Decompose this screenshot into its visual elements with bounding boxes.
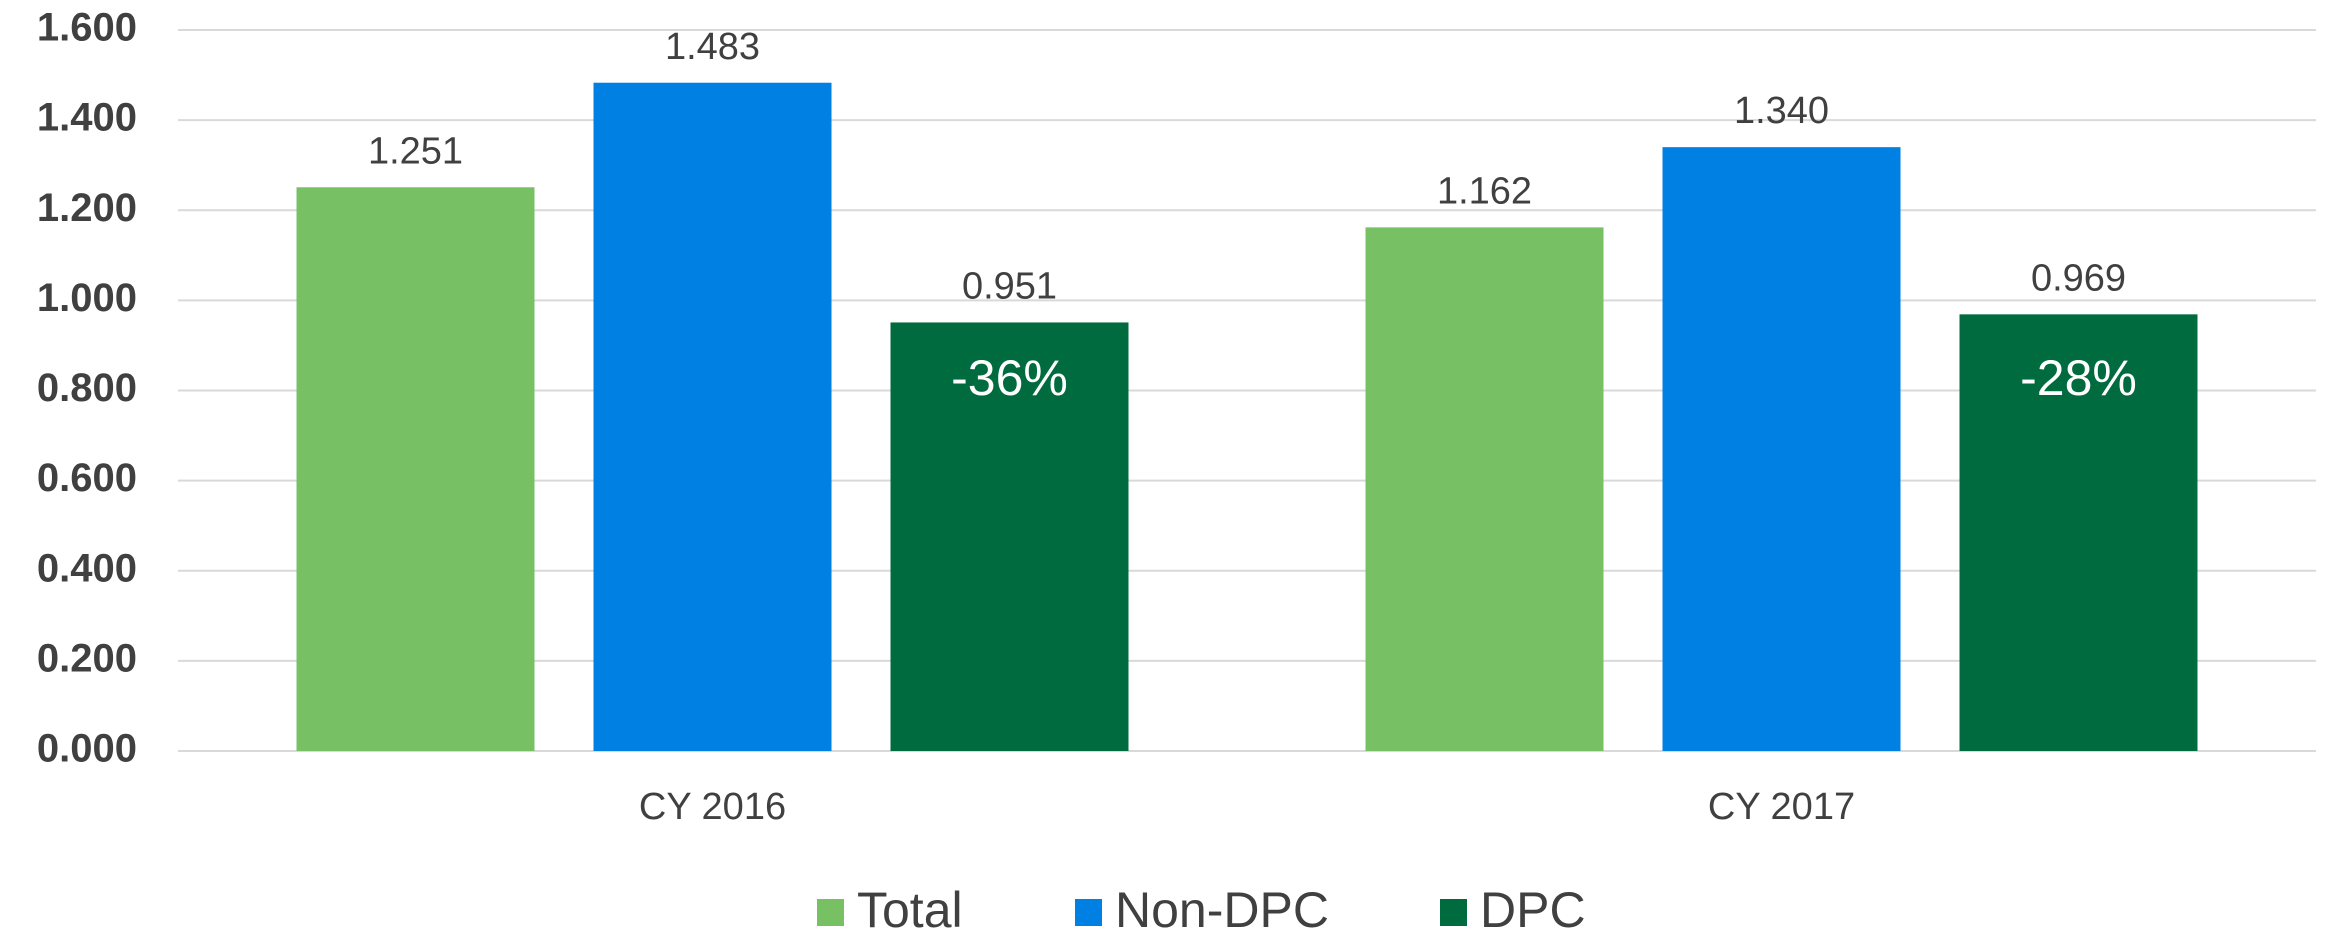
legend-swatch — [1440, 899, 1467, 926]
bar — [890, 322, 1129, 751]
legend-label: Total — [857, 882, 963, 938]
y-tick-label: 1.600 — [37, 6, 137, 50]
y-tick-label: 1.200 — [37, 186, 137, 230]
y-tick-label: 1.000 — [37, 276, 137, 320]
value-label: 1.340 — [1734, 90, 1829, 132]
bar — [1365, 227, 1604, 751]
y-tick-label: 0.200 — [37, 636, 137, 680]
y-tick-label: 1.400 — [37, 96, 137, 140]
value-label: 0.951 — [962, 265, 1057, 307]
y-tick-label: 0.600 — [37, 456, 137, 500]
y-tick-label: 0.400 — [37, 546, 137, 590]
bar — [593, 82, 832, 751]
legend-label: DPC — [1480, 882, 1586, 938]
value-label: 1.483 — [665, 26, 760, 68]
value-label: 0.969 — [2031, 257, 2126, 299]
y-tick-label: 0.800 — [37, 366, 137, 410]
legend-swatch — [817, 899, 844, 926]
value-label: 1.251 — [368, 130, 463, 172]
annotation: -28% — [2020, 350, 2137, 406]
bar — [1662, 147, 1901, 752]
bar — [296, 187, 535, 751]
legend-label: Non-DPC — [1115, 882, 1329, 938]
annotation: -36% — [951, 350, 1068, 406]
value-label: 1.162 — [1437, 170, 1532, 212]
y-tick-label: 0.000 — [37, 727, 137, 771]
x-tick-label: CY 2016 — [639, 786, 786, 828]
bar — [1959, 314, 2198, 751]
legend-swatch — [1075, 899, 1102, 926]
x-tick-label: CY 2017 — [1708, 786, 1855, 828]
